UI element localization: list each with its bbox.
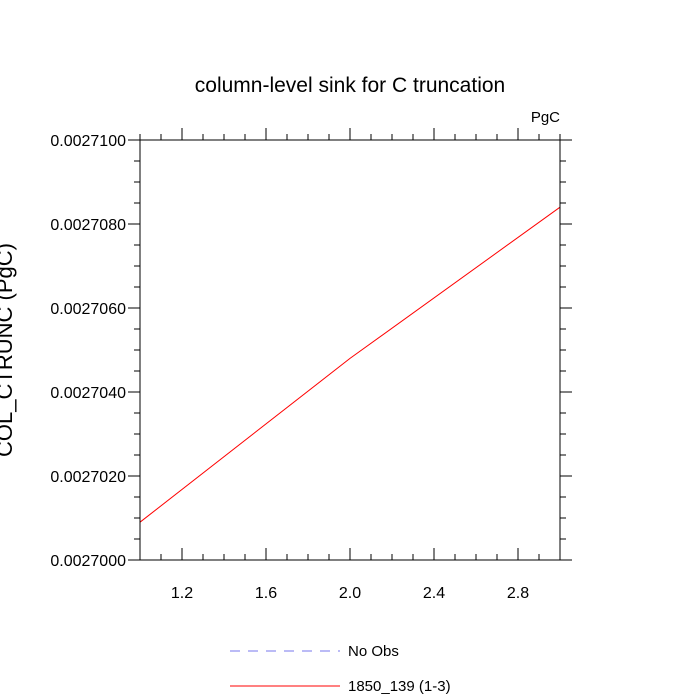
y-tick-label: 0.0027100 <box>50 133 126 150</box>
legend-label-0: No Obs <box>348 643 399 660</box>
y-tick-label: 0.0027000 <box>50 553 126 570</box>
x-tick-label: 2.8 <box>507 585 529 602</box>
x-tick-label: 2.0 <box>339 585 361 602</box>
legend-label-1: 1850_139 (1-3) <box>348 678 451 695</box>
y-axis-label: COL_CTRUNC (PgC) <box>0 243 17 457</box>
x-tick-label: 1.2 <box>171 585 193 602</box>
chart-title: column-level sink for C truncation <box>195 74 505 97</box>
y-tick-label: 0.0027080 <box>50 217 126 234</box>
y-ticks: 0.0027000 0.0027020 0.0027040 0.0027060 0.00… <box>50 133 572 570</box>
x-tick-label: 1.6 <box>255 585 277 602</box>
plot-series <box>139 206 561 523</box>
units-label: PgC <box>531 109 560 126</box>
y-tick-label: 0.0027040 <box>50 385 126 402</box>
x-tick-label: 2.4 <box>423 585 445 602</box>
plot-frame <box>139 139 561 561</box>
x-ticks: 1.2 1.6 2.0 2.4 2.8 <box>139 128 561 602</box>
y-tick-label: 0.0027060 <box>50 301 126 318</box>
series-line-1 <box>139 206 561 523</box>
y-tick-label: 0.0027020 <box>50 469 126 486</box>
legend: No Obs 1850_139 (1-3) <box>230 643 451 695</box>
